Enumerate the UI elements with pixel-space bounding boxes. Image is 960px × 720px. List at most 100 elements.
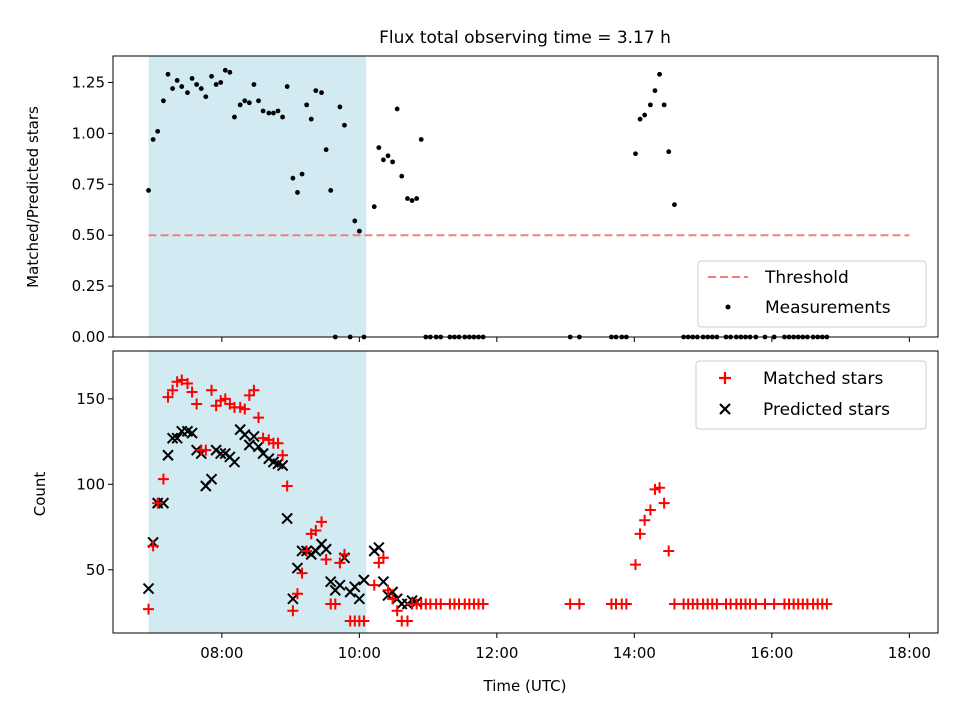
top-y-axis-label: Matched/Predicted stars (24, 106, 42, 288)
predicted-star-point (162, 449, 174, 461)
measurement-point (394, 106, 400, 112)
measurement-point (203, 94, 209, 100)
measurement-point (323, 147, 329, 153)
measurement-point (637, 116, 643, 122)
predicted-star-point (252, 441, 265, 453)
bottom-y-axis-label: Count (31, 472, 49, 517)
predicted-star-point (243, 439, 256, 451)
measurement-point (399, 173, 405, 179)
measurement-point (299, 171, 305, 177)
matched-star-point (301, 545, 313, 557)
matched-star-point (186, 386, 198, 398)
measurement-point (647, 102, 653, 108)
measurement-point (251, 82, 257, 87)
matched-star-point (191, 398, 203, 410)
x-tick-label: 10:00 (338, 644, 381, 662)
measurement-point (652, 88, 658, 94)
measurement-point (672, 202, 677, 208)
legend-measurement-swatch (725, 304, 731, 310)
measurement-point (209, 73, 214, 79)
measurement-point (418, 137, 424, 142)
matched-star-point (573, 598, 585, 610)
matched-star-point (320, 554, 332, 566)
top-x-ticks (221, 337, 910, 342)
matched-star-point (391, 605, 403, 617)
matched-star-point (630, 559, 641, 571)
predicted-star-point (186, 427, 198, 439)
measurement-point (313, 88, 319, 94)
measurement-point (227, 69, 233, 75)
matched-star-point (668, 598, 680, 610)
measurement-point (666, 149, 672, 155)
matched-star-point (435, 598, 447, 610)
measurement-point (342, 122, 347, 128)
predicted-star-point (287, 593, 299, 605)
measurement-point (194, 82, 200, 87)
matched-star-point (162, 391, 174, 403)
measurement-point (657, 71, 662, 77)
top-y-tick-label: 1.25 (72, 73, 105, 91)
measurement-point (304, 102, 310, 108)
matched-star-point (658, 497, 670, 509)
legend-threshold-label: Threshold (764, 268, 849, 288)
predicted-star-point (248, 430, 260, 443)
measurement-point (356, 228, 362, 234)
matched-star-point (296, 567, 308, 579)
measurement-point (242, 98, 248, 104)
top-legend: Threshold Measurements (697, 260, 927, 328)
measurement-point (218, 80, 224, 85)
matched-stars-points (143, 374, 833, 627)
matched-star-point (368, 579, 380, 591)
matched-star-point (287, 605, 299, 617)
legend-predicted-label: Predicted stars (763, 400, 890, 420)
top-y-tick-label: 0.50 (72, 226, 105, 244)
matched-star-point (711, 598, 723, 610)
top-y-tick-label: 1.00 (72, 124, 105, 142)
measurement-point (271, 110, 276, 116)
measurement-point (198, 86, 204, 91)
predicted-star-point (205, 473, 218, 485)
predicted-star-point (239, 429, 251, 441)
matched-star-point (338, 548, 350, 560)
legend-predicted-swatch (719, 403, 731, 415)
measurement-points (146, 67, 830, 340)
measurement-point (179, 84, 185, 89)
matched-star-point (310, 524, 322, 536)
predicted-star-point (215, 447, 227, 460)
bottom-plot-frame (112, 350, 939, 634)
bottom-y-tick-label: 150 (76, 390, 105, 408)
matched-star-point (644, 504, 656, 516)
bottom-x-ticks: 08:00 10:00 12:00 14:00 16:00 18:00 (200, 633, 931, 662)
matched-star-point (277, 449, 289, 461)
measurement-point (295, 190, 300, 195)
predicted-star-point (358, 574, 370, 586)
matched-star-point (152, 497, 164, 509)
measurement-point (633, 151, 638, 157)
bottom-y-tick-label: 100 (76, 475, 105, 493)
x-tick-label: 12:00 (475, 644, 518, 662)
top-shaded-interval (148, 56, 367, 337)
matched-star-point (253, 412, 265, 424)
measurement-point (150, 137, 156, 142)
predicted-star-point (281, 512, 293, 525)
matched-star-point (248, 384, 260, 396)
legend-matched-swatch (719, 372, 731, 384)
matched-star-point (143, 603, 155, 615)
measurement-point (385, 153, 391, 159)
matched-star-point (167, 384, 179, 396)
matched-star-point (401, 615, 413, 627)
predicted-star-point (386, 586, 399, 598)
measurement-point (165, 71, 171, 77)
x-axis-label: Time (UTC) (483, 677, 567, 695)
predicted-star-point (373, 541, 385, 554)
matched-star-point (639, 514, 651, 526)
predicted-star-point (228, 456, 241, 468)
predicted-star-point (325, 576, 337, 588)
top-y-tick-label: 0.25 (72, 277, 105, 295)
measurement-point (290, 175, 296, 181)
measurement-point (280, 114, 285, 120)
measurement-point (371, 204, 377, 210)
measurement-point (284, 84, 290, 89)
measurement-point (174, 78, 180, 83)
